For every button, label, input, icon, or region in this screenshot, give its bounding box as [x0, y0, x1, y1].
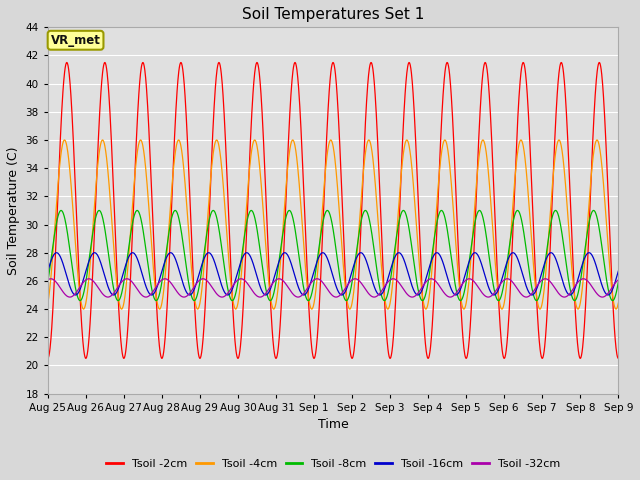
Tsoil -4cm — [73, 260, 81, 266]
Tsoil -4cm — [44, 300, 52, 306]
Tsoil -16cm — [598, 282, 605, 288]
Tsoil -8cm — [493, 297, 501, 302]
Line: Tsoil -4cm: Tsoil -4cm — [48, 140, 618, 309]
Tsoil -4cm — [598, 165, 606, 170]
Tsoil -4cm — [598, 162, 605, 168]
Tsoil -4cm — [612, 306, 620, 312]
Tsoil -32cm — [598, 294, 606, 300]
Tsoil -8cm — [598, 243, 605, 249]
Tsoil -16cm — [322, 252, 330, 258]
Tsoil -2cm — [307, 329, 314, 335]
Y-axis label: Soil Temperature (C): Soil Temperature (C) — [7, 146, 20, 275]
X-axis label: Time: Time — [317, 418, 348, 431]
Tsoil -8cm — [614, 279, 622, 285]
Tsoil -4cm — [251, 137, 259, 143]
Line: Tsoil -2cm: Tsoil -2cm — [48, 62, 618, 359]
Tsoil -32cm — [237, 276, 245, 282]
Tsoil -16cm — [604, 292, 612, 298]
Text: VR_met: VR_met — [51, 34, 100, 47]
Line: Tsoil -8cm: Tsoil -8cm — [48, 210, 618, 300]
Tsoil -32cm — [614, 277, 622, 283]
Tsoil -8cm — [248, 207, 255, 213]
Tsoil -8cm — [598, 245, 606, 251]
Tsoil -2cm — [322, 161, 330, 167]
Tsoil -8cm — [609, 298, 616, 303]
Tsoil -8cm — [44, 279, 52, 285]
Tsoil -16cm — [44, 268, 52, 274]
Tsoil -32cm — [322, 283, 330, 289]
Tsoil -32cm — [307, 281, 314, 287]
Tsoil -8cm — [307, 295, 314, 301]
Tsoil -2cm — [44, 356, 52, 361]
Tsoil -32cm — [598, 294, 605, 300]
Title: Soil Temperatures Set 1: Soil Temperatures Set 1 — [242, 7, 424, 22]
Tsoil -4cm — [322, 168, 330, 173]
Tsoil -32cm — [493, 286, 501, 291]
Tsoil -4cm — [493, 283, 501, 288]
Tsoil -16cm — [614, 268, 622, 274]
Tsoil -16cm — [598, 283, 606, 288]
Tsoil -16cm — [243, 250, 250, 255]
Tsoil -2cm — [598, 74, 606, 80]
Tsoil -32cm — [73, 288, 81, 294]
Tsoil -16cm — [73, 291, 81, 297]
Tsoil -2cm — [73, 222, 81, 228]
Tsoil -32cm — [44, 277, 52, 283]
Line: Tsoil -16cm: Tsoil -16cm — [48, 252, 618, 295]
Tsoil -2cm — [253, 60, 261, 65]
Line: Tsoil -32cm: Tsoil -32cm — [48, 279, 618, 297]
Tsoil -32cm — [598, 294, 606, 300]
Tsoil -4cm — [307, 304, 314, 310]
Tsoil -2cm — [614, 356, 622, 361]
Tsoil -16cm — [307, 281, 314, 287]
Legend: Tsoil -2cm, Tsoil -4cm, Tsoil -8cm, Tsoil -16cm, Tsoil -32cm: Tsoil -2cm, Tsoil -4cm, Tsoil -8cm, Tsoi… — [102, 454, 564, 473]
Tsoil -16cm — [493, 289, 501, 295]
Tsoil -2cm — [598, 72, 605, 77]
Tsoil -4cm — [614, 300, 622, 306]
Tsoil -2cm — [493, 269, 501, 275]
Tsoil -8cm — [73, 291, 81, 297]
Tsoil -8cm — [322, 210, 330, 216]
